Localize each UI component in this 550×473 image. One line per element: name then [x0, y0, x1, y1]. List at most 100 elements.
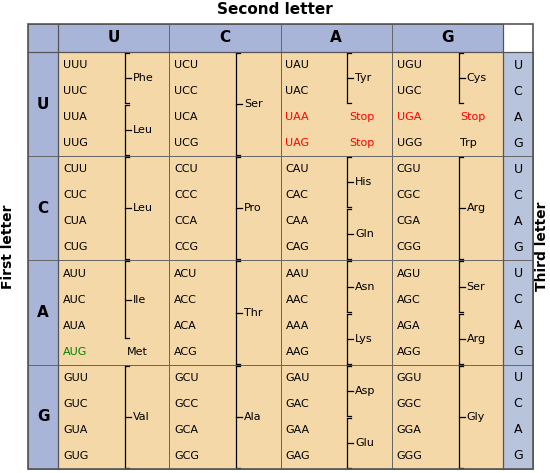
Text: CUU: CUU	[63, 164, 87, 174]
Bar	[392, 261, 503, 365]
Text: Stop: Stop	[349, 112, 375, 122]
Text: AGC: AGC	[397, 295, 421, 305]
Bar	[28, 261, 58, 365]
Text: UAC: UAC	[285, 86, 309, 96]
Text: GGU: GGU	[397, 373, 422, 383]
Text: Ala: Ala	[244, 412, 262, 422]
Text: ACG: ACG	[174, 347, 198, 357]
Text: Third letter: Third letter	[535, 202, 549, 291]
Text: Trp: Trp	[460, 138, 477, 148]
Text: A: A	[514, 111, 522, 123]
Bar	[58, 261, 169, 365]
Text: C: C	[514, 397, 522, 411]
Text: C: C	[514, 189, 522, 202]
Text: G: G	[513, 241, 523, 254]
Text: GCA: GCA	[174, 425, 198, 435]
Text: UUA: UUA	[63, 112, 87, 122]
Text: CUG: CUG	[63, 243, 87, 253]
Bar	[280, 52, 392, 156]
Text: UCC: UCC	[174, 86, 198, 96]
Text: CCA: CCA	[174, 217, 197, 227]
Text: C: C	[37, 201, 48, 216]
Text: Gly: Gly	[466, 412, 485, 422]
Text: GAU: GAU	[285, 373, 310, 383]
Text: GCG: GCG	[174, 451, 199, 461]
Bar	[58, 24, 169, 52]
Text: GAA: GAA	[285, 425, 310, 435]
Text: U: U	[37, 96, 49, 112]
Text: Gln: Gln	[355, 229, 374, 239]
Text: GGA: GGA	[397, 425, 422, 435]
Bar	[280, 261, 392, 365]
Text: UCA: UCA	[174, 112, 198, 122]
Text: Arg: Arg	[466, 333, 486, 344]
Text: A: A	[37, 305, 49, 320]
Text: C: C	[219, 30, 230, 45]
Text: First letter: First letter	[1, 204, 15, 289]
Text: CUC: CUC	[63, 190, 87, 201]
Text: UCU: UCU	[174, 60, 198, 70]
Bar	[58, 365, 169, 469]
Text: Asn: Asn	[355, 281, 376, 291]
Text: AAG: AAG	[285, 347, 309, 357]
Text: CGU: CGU	[397, 164, 421, 174]
Text: C: C	[514, 293, 522, 306]
Text: UAG: UAG	[285, 138, 310, 148]
Text: U: U	[514, 267, 522, 280]
Bar	[503, 365, 533, 469]
Text: Met: Met	[126, 347, 147, 357]
Text: AAA: AAA	[285, 321, 309, 331]
Text: UCG: UCG	[174, 138, 199, 148]
Text: AUG: AUG	[63, 347, 87, 357]
Bar	[28, 24, 58, 52]
Bar	[392, 156, 503, 261]
Text: UUC: UUC	[63, 86, 87, 96]
Text: His: His	[355, 177, 372, 187]
Text: UGG: UGG	[397, 138, 422, 148]
Bar	[28, 52, 58, 156]
Text: CAC: CAC	[285, 190, 309, 201]
Text: Second letter: Second letter	[217, 2, 333, 18]
Text: G: G	[513, 449, 523, 463]
Text: GCC: GCC	[174, 399, 199, 409]
Text: Arg: Arg	[466, 203, 486, 213]
Text: CUA: CUA	[63, 217, 86, 227]
Text: GGC: GGC	[397, 399, 422, 409]
Text: G: G	[513, 345, 523, 358]
Text: Lys: Lys	[355, 333, 373, 344]
Bar	[58, 156, 169, 261]
Text: AUC: AUC	[63, 295, 86, 305]
Bar	[28, 365, 58, 469]
Bar	[280, 24, 392, 52]
Text: Leu: Leu	[133, 203, 153, 213]
Bar	[392, 52, 503, 156]
Text: U: U	[514, 59, 522, 71]
Text: GUG: GUG	[63, 451, 89, 461]
Text: Ile: Ile	[133, 295, 146, 305]
Text: UAA: UAA	[285, 112, 309, 122]
Text: Val: Val	[133, 412, 150, 422]
Text: CAU: CAU	[285, 164, 309, 174]
Text: ACA: ACA	[174, 321, 197, 331]
Text: CGC: CGC	[397, 190, 421, 201]
Text: GUU: GUU	[63, 373, 88, 383]
Text: CGA: CGA	[397, 217, 421, 227]
Text: Phe: Phe	[133, 73, 153, 83]
Text: CCU: CCU	[174, 164, 198, 174]
Bar	[392, 24, 503, 52]
Bar	[392, 365, 503, 469]
Text: UGA: UGA	[397, 112, 421, 122]
Text: G: G	[441, 30, 454, 45]
Text: Ser: Ser	[466, 281, 485, 291]
Bar	[280, 156, 392, 261]
Bar	[169, 52, 280, 156]
Text: GUA: GUA	[63, 425, 87, 435]
Text: Tyr: Tyr	[355, 73, 371, 83]
Text: AAC: AAC	[285, 295, 309, 305]
Text: GAC: GAC	[285, 399, 309, 409]
Text: CCC: CCC	[174, 190, 197, 201]
Bar	[169, 365, 280, 469]
Text: Thr: Thr	[244, 307, 262, 318]
Text: A: A	[514, 423, 522, 437]
Bar	[503, 52, 533, 156]
